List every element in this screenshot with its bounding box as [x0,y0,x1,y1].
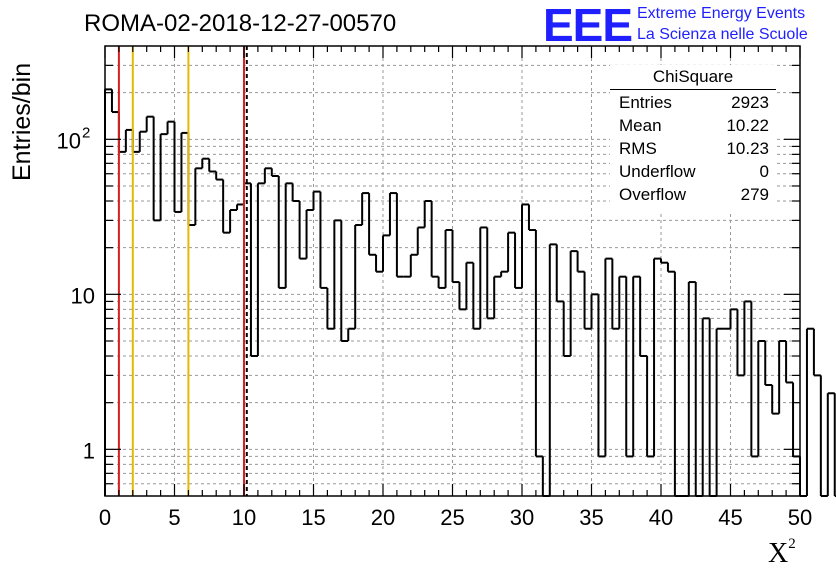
run-title: ROMA-02-2018-12-27-00570 [84,10,397,37]
logo-mark: EEE [543,0,633,51]
x-axis-label-base: X [768,538,789,569]
stats-box: ChiSquare Entries 2923 Mean 10.22 RMS 10… [610,65,776,213]
stats-row-underflow: Underflow 0 [619,162,769,184]
stats-value: 279 [740,185,769,204]
y-axis-label: Entries/bin [8,62,36,181]
stats-value: 10.23 [726,139,769,158]
stats-divider [610,89,776,90]
stats-row-rms: RMS 10.23 [619,139,769,161]
y-tick-label: 10 [71,283,95,308]
eee-logo: EEE Extreme Energy Events La Scienza nel… [543,0,833,51]
y-tick-label-exponent: 2 [82,124,90,141]
logo-text-line-2: La Scienza nelle Scuole [637,26,808,43]
logo-text-line-1: Extreme Energy Events [637,5,806,22]
x-tick-label: 30 [510,505,534,530]
x-tick-label: 45 [718,505,742,530]
stats-label: RMS [619,139,657,158]
stats-label: Entries [619,93,672,112]
stats-value: 10.22 [726,116,769,135]
x-axis-label: X2 [768,535,796,570]
x-tick-label: 25 [440,505,464,530]
x-tick-label: 35 [579,505,603,530]
stats-row-entries: Entries 2923 [619,93,769,115]
stats-label: Underflow [619,162,696,181]
histogram-bars [104,88,836,497]
x-tick-label: 0 [99,505,111,530]
vertical-marker-lines [117,46,248,496]
x-tick-label: 10 [232,505,256,530]
stats-row-overflow: Overflow 279 [619,185,769,207]
stats-value: 2923 [731,93,769,112]
stats-label: Mean [619,116,662,135]
x-tick-label: 50 [788,505,812,530]
x-tick-label: 20 [371,505,395,530]
stats-value: 0 [759,162,769,181]
x-axis-label-superscript: 2 [788,535,796,552]
stats-row-mean: Mean 10.22 [619,116,769,138]
stats-label: Overflow [619,185,687,204]
x-tick-label: 5 [168,505,180,530]
x-tick-label: 15 [301,505,325,530]
y-tick-label: 1 [83,438,95,463]
x-tick-label: 40 [649,505,673,530]
stats-title: ChiSquare [652,67,734,86]
grid-lines [105,46,800,496]
y-tick-label: 10 [57,128,81,153]
